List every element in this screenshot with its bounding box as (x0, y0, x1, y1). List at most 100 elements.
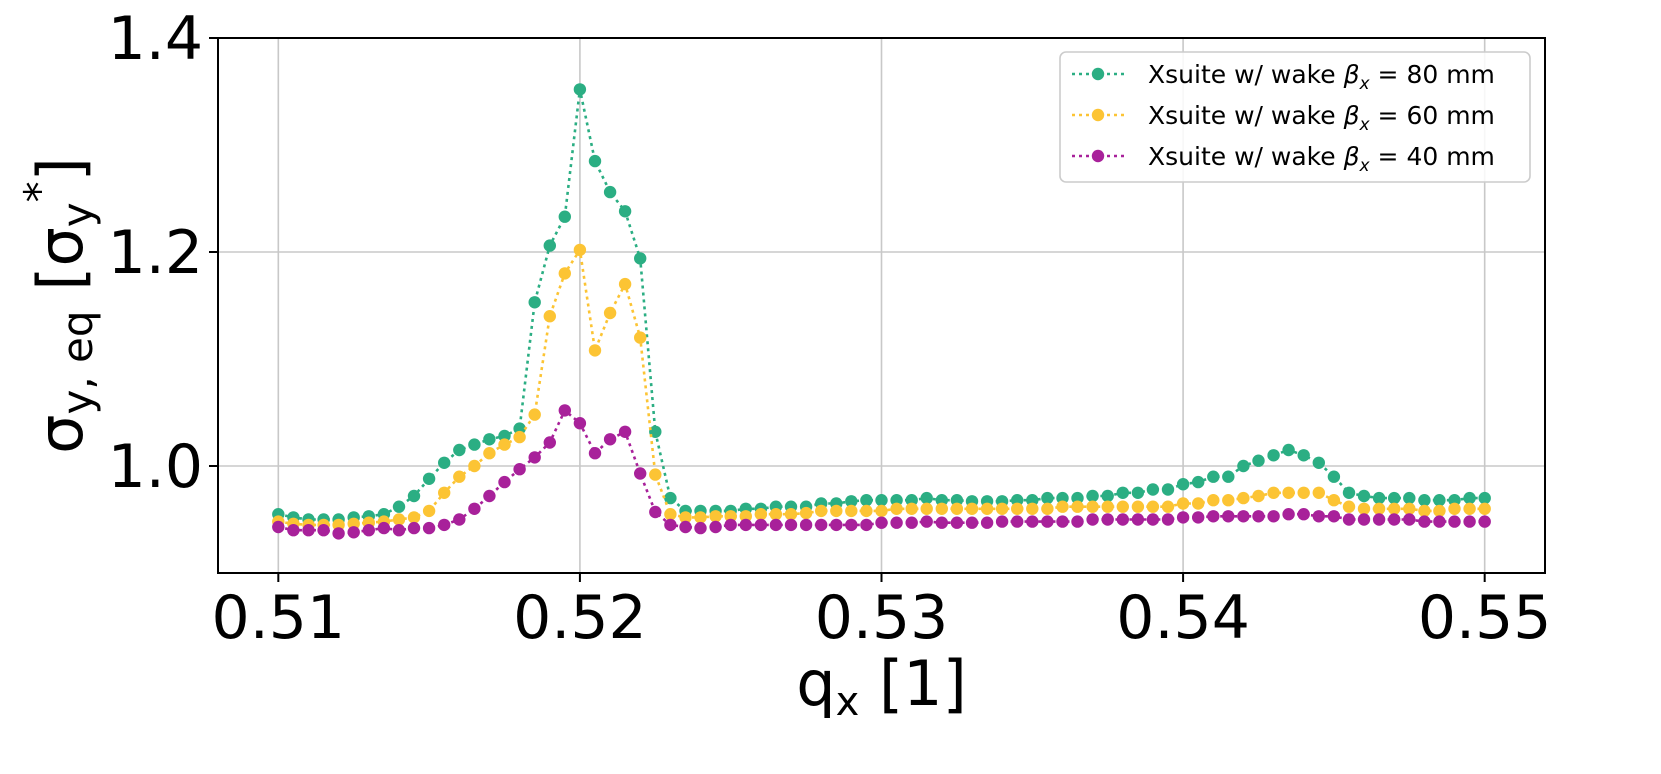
data-point (1448, 494, 1461, 507)
data-point (1026, 502, 1039, 515)
data-point (528, 408, 541, 421)
legend-label: Xsuite w/ wake βx = 60 mm (1148, 101, 1495, 135)
data-point (905, 502, 918, 515)
data-point (1418, 504, 1431, 518)
data-point (438, 456, 451, 469)
data-point (920, 515, 933, 528)
data-point (875, 494, 888, 507)
data-point (815, 518, 828, 532)
data-point (664, 518, 677, 532)
data-point (618, 277, 632, 291)
data-point (1041, 502, 1054, 515)
data-point (935, 502, 948, 515)
data-point (815, 504, 828, 518)
data-point (588, 447, 602, 460)
data-point (1192, 511, 1205, 524)
y-axis-label-sigma: σ (24, 415, 97, 454)
data-point (483, 447, 496, 460)
data-point (438, 486, 451, 499)
legend-label: Xsuite w/ wake βx = 40 mm (1148, 142, 1495, 176)
data-point (890, 494, 903, 507)
data-point (739, 518, 752, 532)
data-point (830, 518, 843, 532)
data-point (468, 459, 481, 473)
data-point (422, 521, 436, 535)
data-point (1433, 515, 1446, 528)
data-point (407, 489, 421, 503)
data-point (603, 306, 617, 320)
data-point (694, 511, 707, 524)
data-point (1056, 491, 1069, 505)
data-point (664, 491, 677, 505)
data-point (287, 524, 300, 537)
data-point (709, 520, 722, 534)
y-axis-label-unit-sub: y (53, 202, 102, 227)
data-point (1131, 500, 1145, 513)
data-point (588, 154, 602, 168)
data-point (920, 491, 933, 505)
data-point (362, 524, 375, 537)
data-point (649, 468, 662, 481)
data-point (513, 422, 526, 435)
y-axis-label: σy, eq [σy*] (15, 157, 102, 454)
data-point (422, 472, 436, 485)
data-point (980, 516, 994, 529)
y-axis-label-unit-sup: * (15, 181, 64, 202)
legend-item: Xsuite w/ wake βx = 40 mm (1072, 142, 1495, 176)
data-point (1192, 497, 1205, 510)
data-point (845, 495, 858, 508)
data-point (754, 508, 768, 521)
data-point (1146, 500, 1160, 513)
data-point (1026, 494, 1039, 507)
data-point (799, 506, 813, 520)
y-tick-label: 1.0 (108, 432, 203, 502)
data-point (1161, 483, 1175, 496)
data-point (513, 430, 526, 444)
legend-item: Xsuite w/ wake βx = 60 mm (1072, 101, 1495, 135)
data-point (784, 518, 798, 532)
data-point (1388, 513, 1401, 526)
data-point (1252, 454, 1265, 467)
data-point (1282, 486, 1295, 499)
data-point (1267, 510, 1280, 523)
data-point (1222, 494, 1235, 507)
data-point (618, 205, 632, 218)
data-point (1026, 515, 1039, 528)
legend: Xsuite w/ wake βx = 80 mm Xsuite w/ wake … (1059, 51, 1531, 183)
data-point (1418, 515, 1431, 528)
data-point (769, 508, 783, 521)
data-point (1342, 513, 1356, 526)
data-point (392, 513, 406, 526)
legend-item: Xsuite w/ wake βx = 80 mm (1072, 60, 1495, 94)
data-point (1297, 449, 1310, 462)
data-point (1252, 510, 1265, 523)
data-point (1011, 515, 1024, 528)
data-point (1146, 513, 1160, 526)
data-point (603, 433, 617, 446)
data-point (498, 429, 511, 443)
data-point (724, 510, 737, 523)
data-point (1433, 494, 1446, 507)
data-point (498, 475, 511, 489)
data-point (1116, 486, 1130, 499)
data-point (1207, 470, 1220, 483)
data-point (634, 331, 647, 344)
data-point (935, 494, 948, 507)
data-point (709, 510, 722, 523)
data-point (558, 404, 571, 417)
x-axis-label-unit: [1] (859, 647, 967, 720)
data-point (1116, 513, 1130, 526)
data-point (1056, 500, 1069, 513)
data-point (1463, 515, 1476, 528)
data-point (1267, 486, 1280, 499)
data-point (498, 438, 511, 451)
data-point (1448, 515, 1461, 528)
y-axis-ticks: 1.0 1.2 1.4 (108, 4, 218, 502)
data-point (1071, 515, 1084, 528)
data-point (392, 524, 406, 537)
data-point (920, 502, 933, 515)
data-point (830, 504, 843, 518)
series-1 (272, 83, 1491, 526)
legend-marker (1091, 108, 1105, 122)
data-point (1418, 494, 1431, 507)
